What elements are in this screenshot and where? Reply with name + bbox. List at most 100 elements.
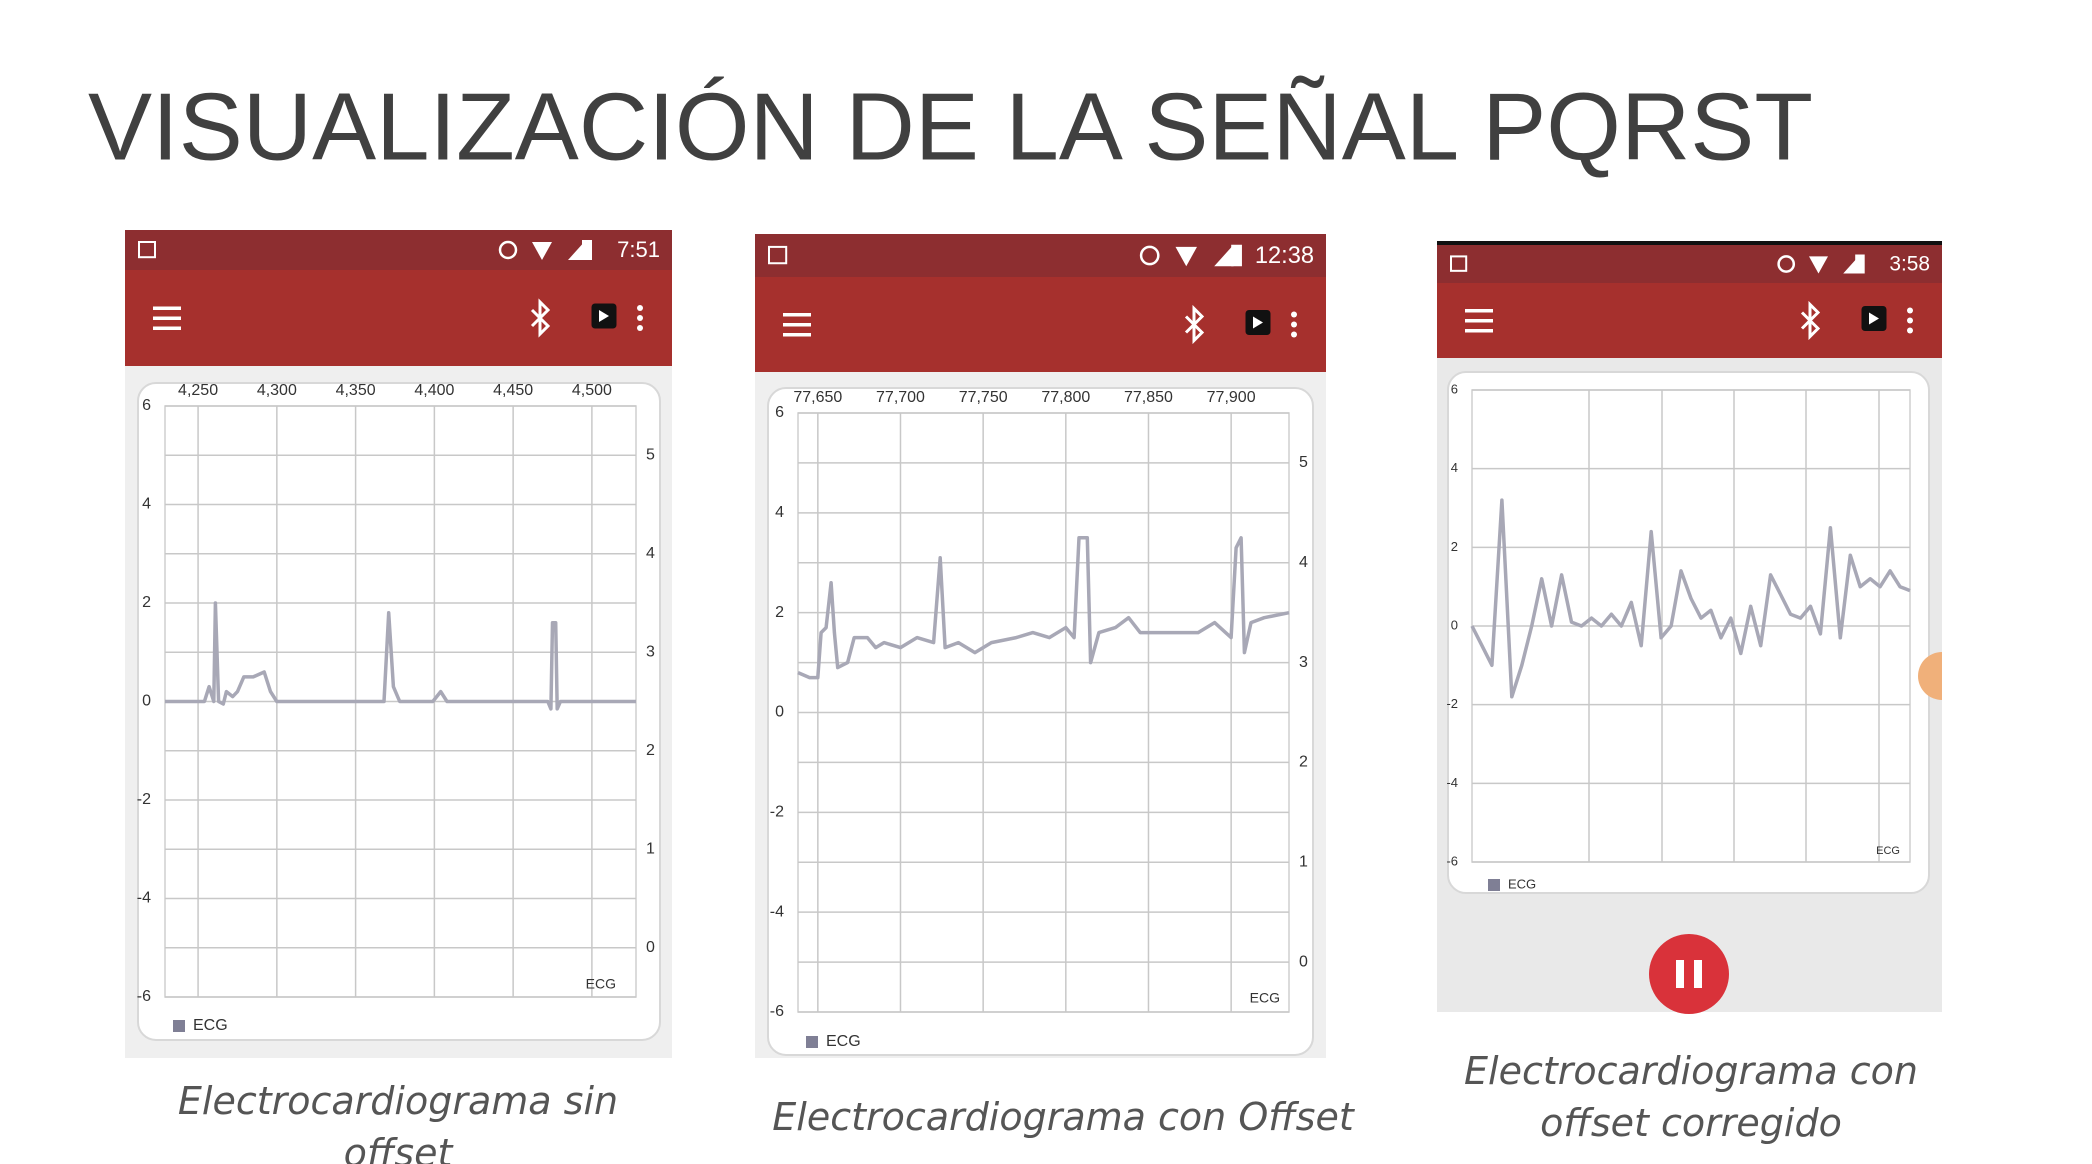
y2-tick-label: 5 xyxy=(1299,454,1308,471)
library-play xyxy=(599,310,609,322)
menu-icon[interactable] xyxy=(153,326,181,331)
legend-swatch xyxy=(173,1020,185,1032)
slide-title: VISUALIZACIÓN DE LA SEÑAL PQRST xyxy=(88,73,1813,180)
alarm-icon xyxy=(498,240,518,260)
status-time: 3:58 xyxy=(1889,253,1930,276)
bluetooth-icon[interactable] xyxy=(1184,304,1205,345)
battery-icon xyxy=(582,240,592,260)
more-icon[interactable] xyxy=(1907,307,1913,314)
more-icon[interactable] xyxy=(1907,317,1913,324)
menu-icon[interactable] xyxy=(783,323,811,327)
y2-tick-label: 5 xyxy=(646,446,655,463)
x-tick-label: 4,300 xyxy=(257,382,297,399)
y-tick-label: -6 xyxy=(1446,853,1458,868)
ecg-line xyxy=(797,536,1290,680)
app-toolbar xyxy=(755,277,1326,372)
x-tick-label: 77,650 xyxy=(793,389,842,406)
x-tick-label: 77,900 xyxy=(1207,389,1256,406)
y2-tick-label: 1 xyxy=(646,840,655,857)
more-icon[interactable] xyxy=(1291,321,1297,328)
status-bar xyxy=(1437,245,1942,283)
library-play xyxy=(1869,312,1879,325)
x-tick-label: 77,750 xyxy=(959,389,1008,406)
series-label: ECG xyxy=(1250,990,1280,1006)
y-tick-label: -4 xyxy=(770,903,784,920)
notification-icon xyxy=(138,241,156,259)
y-tick-label: -4 xyxy=(1446,775,1458,790)
x-tick-label: 77,700 xyxy=(876,389,925,406)
y2-tick-label: 2 xyxy=(646,742,655,759)
x-tick-label: 4,450 xyxy=(493,382,533,399)
signal-icon xyxy=(1843,254,1861,274)
legend-label: ECG xyxy=(193,1017,228,1034)
y-tick-label: 0 xyxy=(775,704,784,721)
y-tick-label: 6 xyxy=(1451,381,1458,396)
bluetooth-icon[interactable] xyxy=(1800,300,1821,341)
notification-icon xyxy=(1450,255,1468,272)
signal-icon xyxy=(568,240,586,260)
wifi-icon xyxy=(532,242,552,260)
menu-icon[interactable] xyxy=(783,313,811,317)
caption: Electrocardiograma con offset corregido xyxy=(1464,1049,1918,1145)
menu-icon[interactable] xyxy=(153,306,181,311)
y-tick-label: -6 xyxy=(770,1003,784,1020)
chart-card xyxy=(1447,371,1930,894)
more-icon[interactable] xyxy=(1907,327,1913,334)
y2-tick-label: 4 xyxy=(1299,554,1308,571)
caption: Electrocardiograma con Offset xyxy=(772,1095,1354,1139)
signal-icon xyxy=(1214,244,1234,267)
pause-button[interactable] xyxy=(1649,934,1729,1014)
more-icon[interactable] xyxy=(637,325,643,331)
y2-tick-label: 0 xyxy=(1299,953,1308,970)
more-icon[interactable] xyxy=(1291,311,1297,318)
menu-icon[interactable] xyxy=(783,333,811,337)
x-tick-label: 4,350 xyxy=(336,382,376,399)
y-tick-label: 0 xyxy=(1451,617,1458,632)
x-tick-label: 77,850 xyxy=(1124,389,1173,406)
y-tick-label: -6 xyxy=(137,988,151,1005)
legend-swatch xyxy=(1488,879,1500,891)
menu-icon[interactable] xyxy=(1465,309,1493,313)
series-label: ECG xyxy=(1876,845,1900,857)
x-tick-label: 4,500 xyxy=(572,382,612,399)
app-toolbar xyxy=(125,270,672,366)
edge-handle xyxy=(1918,652,1942,700)
alarm-icon xyxy=(1777,255,1796,273)
chart-card xyxy=(767,387,1314,1056)
more-icon[interactable] xyxy=(1291,331,1297,338)
y-tick-label: -2 xyxy=(137,791,151,808)
app-toolbar xyxy=(1437,283,1942,358)
ecg-line xyxy=(165,601,636,711)
caption: Electrocardiograma sin offset xyxy=(177,1079,619,1164)
y-tick-label: 4 xyxy=(142,496,151,513)
more-icon[interactable] xyxy=(637,315,643,321)
y-tick-label: 0 xyxy=(142,693,151,710)
y-tick-label: -2 xyxy=(770,804,784,821)
bluetooth-icon[interactable] xyxy=(530,298,551,338)
ecg-line xyxy=(1470,498,1911,699)
legend-label: ECG xyxy=(1508,876,1536,891)
y-tick-label: 2 xyxy=(142,594,151,611)
y2-tick-label: 3 xyxy=(1299,654,1308,671)
menu-icon[interactable] xyxy=(153,316,181,321)
y-tick-label: 6 xyxy=(775,404,784,421)
legend-label: ECG xyxy=(826,1033,861,1050)
status-time: 12:38 xyxy=(1255,243,1314,269)
pause-bar xyxy=(1676,960,1684,988)
status-time: 7:51 xyxy=(617,237,660,262)
library-play xyxy=(1253,316,1263,329)
more-icon[interactable] xyxy=(637,305,643,311)
wifi-icon xyxy=(1175,246,1197,267)
y2-tick-label: 3 xyxy=(646,643,655,660)
notification-icon xyxy=(768,245,788,265)
chart-card xyxy=(137,382,661,1041)
y-tick-label: 4 xyxy=(775,504,784,521)
battery-icon xyxy=(1231,244,1242,267)
menu-icon[interactable] xyxy=(1465,329,1493,333)
y-tick-label: 2 xyxy=(775,604,784,621)
menu-icon[interactable] xyxy=(1465,319,1493,323)
wifi-icon xyxy=(1809,256,1828,274)
y2-tick-label: 0 xyxy=(646,939,655,956)
y-tick-label: 4 xyxy=(1451,460,1458,475)
